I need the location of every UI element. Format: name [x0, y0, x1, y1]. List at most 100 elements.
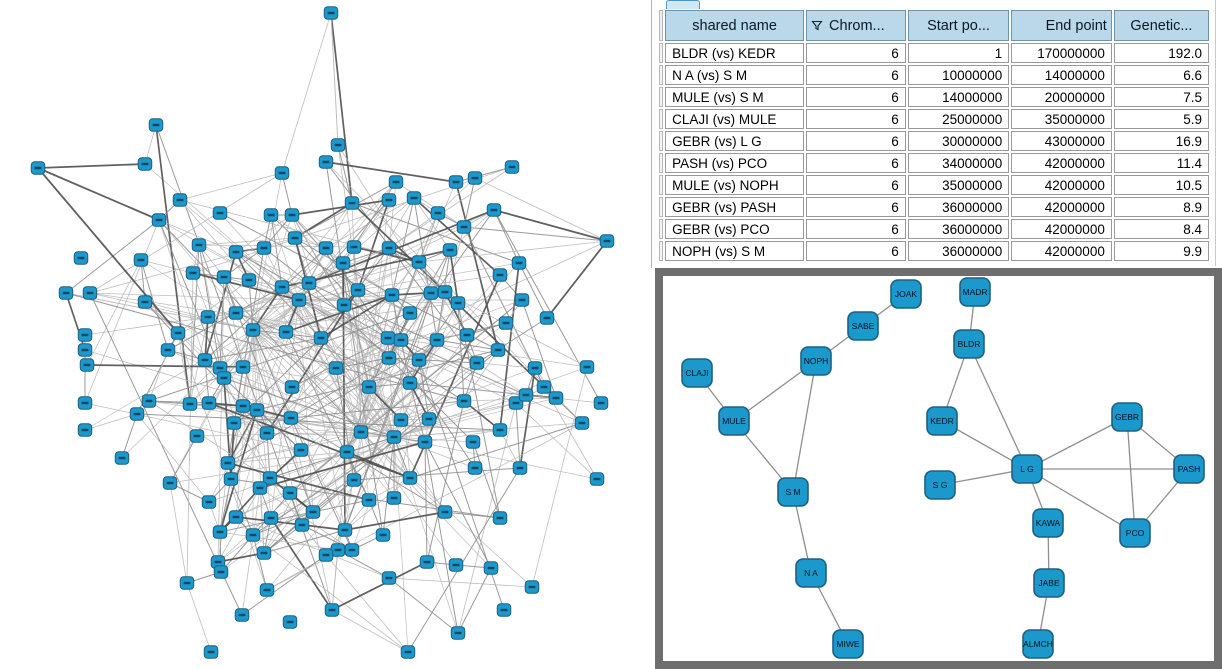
network-node[interactable]: [191, 238, 207, 252]
network-node[interactable]: [492, 423, 508, 437]
network-node[interactable]: [361, 380, 377, 394]
network-node[interactable]: [148, 118, 164, 132]
network-node[interactable]: [579, 360, 595, 374]
network-node[interactable]: [336, 298, 352, 312]
network-node[interactable]: [137, 157, 153, 171]
network-node[interactable]: [492, 268, 508, 282]
network-node[interactable]: [483, 561, 499, 575]
network-node[interactable]: [330, 543, 346, 557]
table-cell[interactable]: 7.5: [1113, 87, 1209, 107]
network-node[interactable]: [262, 471, 278, 485]
table-cell[interactable]: 6: [806, 109, 906, 129]
network-node[interactable]: [114, 451, 130, 465]
table-row[interactable]: N A (vs) S M 6 10000000 14000000 6.6: [659, 65, 1209, 85]
network-node[interactable]: [263, 208, 279, 222]
network-node[interactable]: [133, 253, 149, 267]
network-node[interactable]: [212, 206, 228, 220]
network-node[interactable]: [278, 325, 294, 339]
network-node[interactable]: [430, 206, 446, 220]
network-node[interactable]: [201, 495, 217, 509]
network-node[interactable]: [182, 397, 198, 411]
network-node-almch[interactable]: ALMCH: [1022, 629, 1054, 659]
network-node[interactable]: [185, 266, 201, 280]
table-cell[interactable]: 6: [806, 175, 906, 195]
network-node-kawa[interactable]: KAWA: [1032, 508, 1064, 538]
network-node[interactable]: [216, 270, 232, 284]
network-node[interactable]: [524, 580, 540, 594]
network-node[interactable]: [421, 412, 437, 426]
network-node[interactable]: [381, 193, 397, 207]
table-cell[interactable]: 35000000: [907, 175, 1010, 195]
network-node[interactable]: [384, 288, 400, 302]
network-node[interactable]: [380, 331, 396, 345]
network-node[interactable]: [200, 310, 216, 324]
table-row[interactable]: GEBR (vs) PASH 6 36000000 42000000 8.9: [659, 197, 1209, 217]
table-cell[interactable]: CLAJI (vs) MULE: [665, 109, 805, 129]
network-node[interactable]: [294, 518, 310, 532]
network-node[interactable]: [465, 435, 481, 449]
table-cell[interactable]: 6: [806, 241, 906, 261]
network-node[interactable]: [361, 493, 377, 507]
table-cell[interactable]: 6: [806, 87, 906, 107]
network-node[interactable]: [179, 576, 195, 590]
network-node[interactable]: [429, 333, 445, 347]
network-node[interactable]: [335, 256, 351, 270]
table-cell[interactable]: NOPH (vs) S M: [665, 241, 805, 261]
network-node[interactable]: [402, 471, 418, 485]
table-cell[interactable]: GEBR (vs) L G: [665, 131, 805, 151]
table-row[interactable]: PASH (vs) PCO 6 34000000 42000000 11.4: [659, 153, 1209, 173]
network-node-sabe[interactable]: SABE: [847, 311, 879, 341]
network-node[interactable]: [77, 328, 93, 342]
table-row[interactable]: CLAJI (vs) MULE 6 25000000 35000000 5.9: [659, 109, 1209, 129]
network-node[interactable]: [467, 171, 483, 185]
table-cell[interactable]: 20000000: [1011, 87, 1112, 107]
network-node[interactable]: [393, 333, 409, 347]
network-node[interactable]: [203, 645, 219, 659]
table-cell[interactable]: 43000000: [1011, 131, 1112, 151]
table-tab-fragment[interactable]: [666, 0, 700, 9]
network-node[interactable]: [291, 293, 307, 307]
network-node[interactable]: [228, 245, 244, 259]
table-cell[interactable]: PASH (vs) PCO: [665, 153, 805, 173]
table-cell[interactable]: 35000000: [1011, 109, 1112, 129]
network-node[interactable]: [512, 461, 528, 475]
network-node[interactable]: [73, 251, 89, 265]
table-cell[interactable]: 30000000: [907, 131, 1010, 151]
network-node[interactable]: [504, 160, 520, 174]
network-node[interactable]: [344, 196, 360, 210]
network-node[interactable]: [450, 296, 466, 310]
network-node[interactable]: [226, 416, 242, 430]
network-node[interactable]: [381, 241, 397, 255]
network-node[interactable]: [459, 328, 475, 342]
network-node[interactable]: [318, 241, 334, 255]
network-node[interactable]: [284, 208, 300, 222]
table-cell[interactable]: 170000000: [1011, 43, 1112, 63]
network-node[interactable]: [77, 423, 93, 437]
network-node[interactable]: [411, 353, 427, 367]
network-node[interactable]: [274, 280, 290, 294]
network-node[interactable]: [514, 293, 530, 307]
network-node[interactable]: [305, 505, 321, 519]
table-cell[interactable]: 6: [806, 153, 906, 173]
network-node[interactable]: [256, 241, 272, 255]
network-node[interactable]: [381, 571, 397, 585]
network-node[interactable]: [151, 213, 167, 227]
network-node[interactable]: [212, 525, 228, 539]
network-node-miwe[interactable]: MIWE: [832, 629, 864, 659]
table-row[interactable]: NOPH (vs) S M 6 36000000 42000000 9.9: [659, 241, 1209, 261]
network-node[interactable]: [234, 608, 250, 622]
network-node[interactable]: [381, 351, 397, 365]
table-cell[interactable]: 36000000: [907, 219, 1010, 239]
network-node[interactable]: [263, 511, 279, 525]
network-node[interactable]: [274, 166, 290, 180]
network-node-claji[interactable]: CLAJI: [681, 358, 713, 388]
table-cell[interactable]: 42000000: [1011, 175, 1112, 195]
network-node[interactable]: [450, 626, 466, 640]
table-cell[interactable]: 36000000: [907, 197, 1010, 217]
table-cell[interactable]: 14000000: [1011, 65, 1112, 85]
column-header-genetic-[interactable]: Genetic...: [1113, 10, 1209, 41]
network-node[interactable]: [259, 583, 275, 597]
network-edge[interactable]: [968, 343, 1028, 470]
network-node-pco[interactable]: PCO: [1119, 518, 1151, 548]
table-cell[interactable]: 10000000: [907, 65, 1010, 85]
